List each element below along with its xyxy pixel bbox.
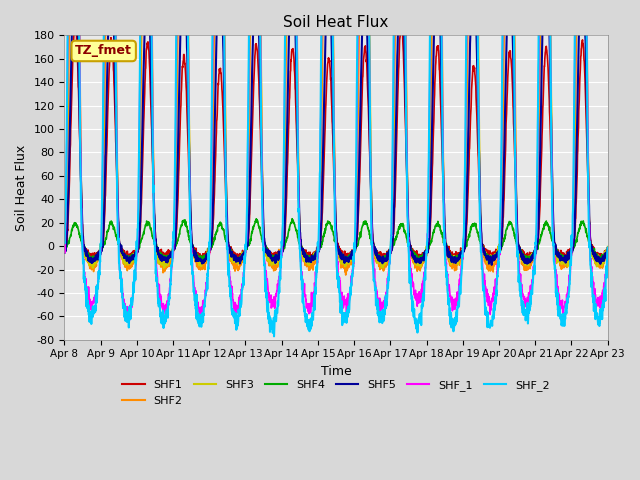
- SHF2: [572, 135, 579, 141]
- SHF3: [572, 57, 579, 63]
- SHF1: [364, 80, 371, 85]
- SHF5: [494, 250, 502, 256]
- SHF5: [556, 258, 564, 264]
- SHF1: [572, 224, 579, 230]
- SHF2: [556, 263, 564, 269]
- SHF4: [364, 224, 371, 230]
- SHF3: [604, 244, 612, 250]
- SHF_1: [125, 317, 133, 323]
- Line: SHF3: SHF3: [65, 0, 608, 268]
- SHF1: [494, 248, 502, 253]
- SHF1: [61, 247, 68, 253]
- X-axis label: Time: Time: [321, 365, 351, 378]
- Line: SHF1: SHF1: [65, 22, 608, 261]
- SHF_2: [604, 245, 612, 251]
- SHF1: [556, 251, 564, 256]
- SHF2: [494, 254, 502, 260]
- SHF_2: [352, 185, 360, 191]
- SHF4: [556, 251, 564, 256]
- Line: SHF2: SHF2: [65, 0, 608, 275]
- SHF1: [352, 246, 360, 252]
- SHF_1: [604, 246, 612, 252]
- Y-axis label: Soil Heat Flux: Soil Heat Flux: [15, 144, 28, 231]
- SHF4: [352, 245, 360, 251]
- SHF1: [397, 19, 405, 25]
- SHF4: [61, 248, 68, 253]
- Line: SHF5: SHF5: [65, 0, 608, 265]
- SHF3: [61, 246, 68, 252]
- SHF_1: [571, 36, 579, 42]
- SHF_2: [556, 312, 564, 318]
- SHF3: [556, 256, 564, 262]
- SHF4: [212, 231, 220, 237]
- SHF3: [160, 265, 168, 271]
- SHF_2: [494, 259, 502, 264]
- Line: SHF_2: SHF_2: [65, 0, 608, 336]
- SHF_2: [61, 240, 68, 245]
- SHF4: [494, 250, 502, 255]
- SHF1: [604, 251, 612, 256]
- SHF5: [212, 61, 220, 67]
- SHF5: [604, 248, 612, 254]
- SHF1: [524, 258, 531, 264]
- SHF2: [352, 235, 360, 240]
- Text: TZ_fmet: TZ_fmet: [76, 45, 132, 58]
- Line: SHF4: SHF4: [65, 219, 608, 261]
- SHF_1: [556, 299, 564, 304]
- Legend: SHF1, SHF2, SHF3, SHF4, SHF5, SHF_1, SHF_2: SHF1, SHF2, SHF3, SHF4, SHF5, SHF_1, SHF…: [118, 376, 554, 410]
- SHF4: [604, 245, 612, 251]
- SHF5: [572, 204, 579, 210]
- SHF2: [61, 246, 68, 252]
- SHF3: [494, 248, 502, 254]
- Line: SHF_1: SHF_1: [65, 0, 608, 320]
- SHF2: [604, 252, 612, 257]
- SHF_1: [61, 250, 68, 255]
- SHF4: [288, 216, 296, 222]
- SHF1: [212, 142, 220, 148]
- SHF5: [364, 35, 371, 41]
- SHF_1: [494, 255, 502, 261]
- SHF_1: [352, 216, 360, 222]
- SHF3: [352, 207, 360, 213]
- SHF2: [342, 272, 349, 278]
- Title: Soil Heat Flux: Soil Heat Flux: [284, 15, 388, 30]
- SHF_2: [270, 334, 278, 339]
- SHF4: [380, 258, 388, 264]
- SHF5: [61, 250, 68, 256]
- SHF5: [352, 243, 360, 249]
- SHF5: [488, 262, 495, 268]
- SHF4: [572, 241, 579, 247]
